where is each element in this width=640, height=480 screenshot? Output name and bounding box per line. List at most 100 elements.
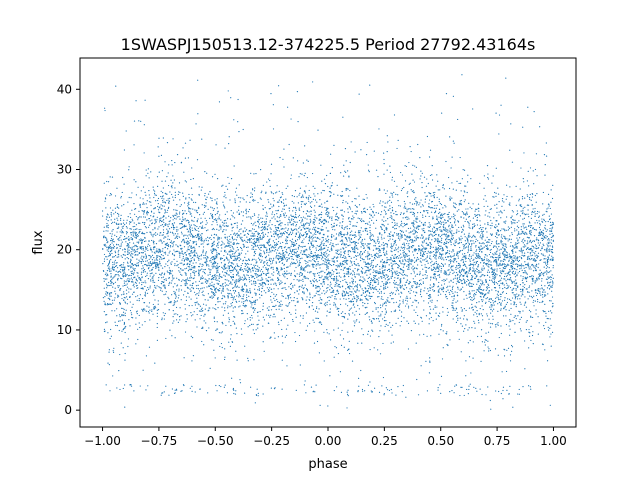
scatter-point <box>432 268 435 271</box>
scatter-point <box>197 288 200 290</box>
scatter-point <box>531 213 533 215</box>
scatter-point <box>439 220 442 222</box>
scatter-point <box>470 178 472 180</box>
scatter-point <box>479 249 482 251</box>
scatter-point <box>551 232 553 235</box>
scatter-point <box>474 215 477 217</box>
scatter-point <box>381 223 383 225</box>
scatter-point <box>371 238 374 241</box>
scatter-point <box>482 227 484 229</box>
scatter-point <box>372 265 375 267</box>
scatter-point <box>439 211 441 213</box>
scatter-point <box>330 192 332 194</box>
scatter-point <box>407 196 409 198</box>
scatter-point <box>501 237 504 239</box>
scatter-point <box>105 198 107 200</box>
scatter-point <box>506 272 508 274</box>
scatter-point <box>400 262 402 264</box>
scatter-point <box>185 296 188 298</box>
scatter-point <box>270 258 272 260</box>
scatter-point <box>281 281 283 283</box>
scatter-point <box>359 253 361 255</box>
scatter-point <box>404 263 406 265</box>
scatter-point <box>168 259 170 261</box>
scatter-point <box>163 279 165 281</box>
scatter-point <box>298 255 300 258</box>
scatter-point <box>471 299 473 301</box>
scatter-point <box>202 271 204 273</box>
scatter-point <box>425 258 427 260</box>
scatter-point <box>408 268 410 270</box>
scatter-point <box>205 205 207 207</box>
scatter-point <box>247 271 249 273</box>
scatter-point <box>333 389 335 392</box>
scatter-point <box>413 257 416 259</box>
scatter-point <box>121 319 124 321</box>
scatter-point <box>503 221 505 223</box>
scatter-point <box>317 262 319 265</box>
scatter-point <box>228 268 230 270</box>
scatter-point <box>276 201 279 203</box>
scatter-point <box>476 283 478 285</box>
scatter-point <box>180 161 183 163</box>
scatter-point <box>330 242 332 244</box>
scatter-point <box>330 276 332 278</box>
scatter-point <box>305 299 307 301</box>
scatter-point <box>210 257 212 260</box>
scatter-point <box>412 225 414 227</box>
scatter-point <box>443 272 445 274</box>
scatter-point <box>401 188 404 190</box>
scatter-point <box>521 232 524 234</box>
scatter-point <box>549 318 551 320</box>
scatter-point <box>236 225 238 227</box>
scatter-point <box>367 258 369 260</box>
scatter-point <box>284 254 286 256</box>
scatter-point <box>325 269 328 271</box>
scatter-point <box>442 289 444 291</box>
scatter-point <box>473 297 476 299</box>
scatter-point <box>422 205 424 207</box>
scatter-point <box>337 352 340 355</box>
scatter-point <box>144 250 146 252</box>
scatter-point <box>452 281 454 284</box>
scatter-point <box>193 273 196 275</box>
scatter-point <box>370 268 372 270</box>
scatter-point <box>214 278 216 280</box>
scatter-point <box>117 295 119 297</box>
scatter-point <box>492 246 495 248</box>
scatter-point <box>265 273 267 275</box>
scatter-point <box>236 232 238 234</box>
scatter-point <box>134 208 137 210</box>
scatter-point <box>114 252 117 254</box>
scatter-point <box>296 254 298 256</box>
scatter-point <box>185 281 187 283</box>
scatter-point <box>230 256 232 258</box>
scatter-point <box>209 367 211 369</box>
scatter-point <box>387 141 389 143</box>
scatter-point <box>153 261 156 263</box>
scatter-point <box>146 231 148 234</box>
scatter-point <box>234 268 236 270</box>
scatter-point <box>240 197 242 199</box>
scatter-point <box>401 236 403 238</box>
scatter-point <box>407 268 409 270</box>
scatter-point <box>289 293 291 295</box>
scatter-point <box>519 264 522 267</box>
scatter-point <box>133 272 135 274</box>
scatter-point <box>485 339 487 341</box>
scatter-point <box>468 202 470 204</box>
scatter-point <box>531 290 533 292</box>
scatter-point <box>517 226 520 229</box>
scatter-point <box>314 391 316 393</box>
scatter-point <box>135 244 137 247</box>
scatter-point <box>455 189 457 191</box>
scatter-point <box>339 298 341 300</box>
scatter-point <box>233 263 235 265</box>
scatter-point <box>268 247 271 250</box>
scatter-point <box>126 293 128 295</box>
scatter-point <box>163 221 165 224</box>
scatter-point <box>305 236 307 238</box>
scatter-point <box>253 359 255 361</box>
scatter-point <box>494 204 496 206</box>
scatter-point <box>232 250 234 253</box>
